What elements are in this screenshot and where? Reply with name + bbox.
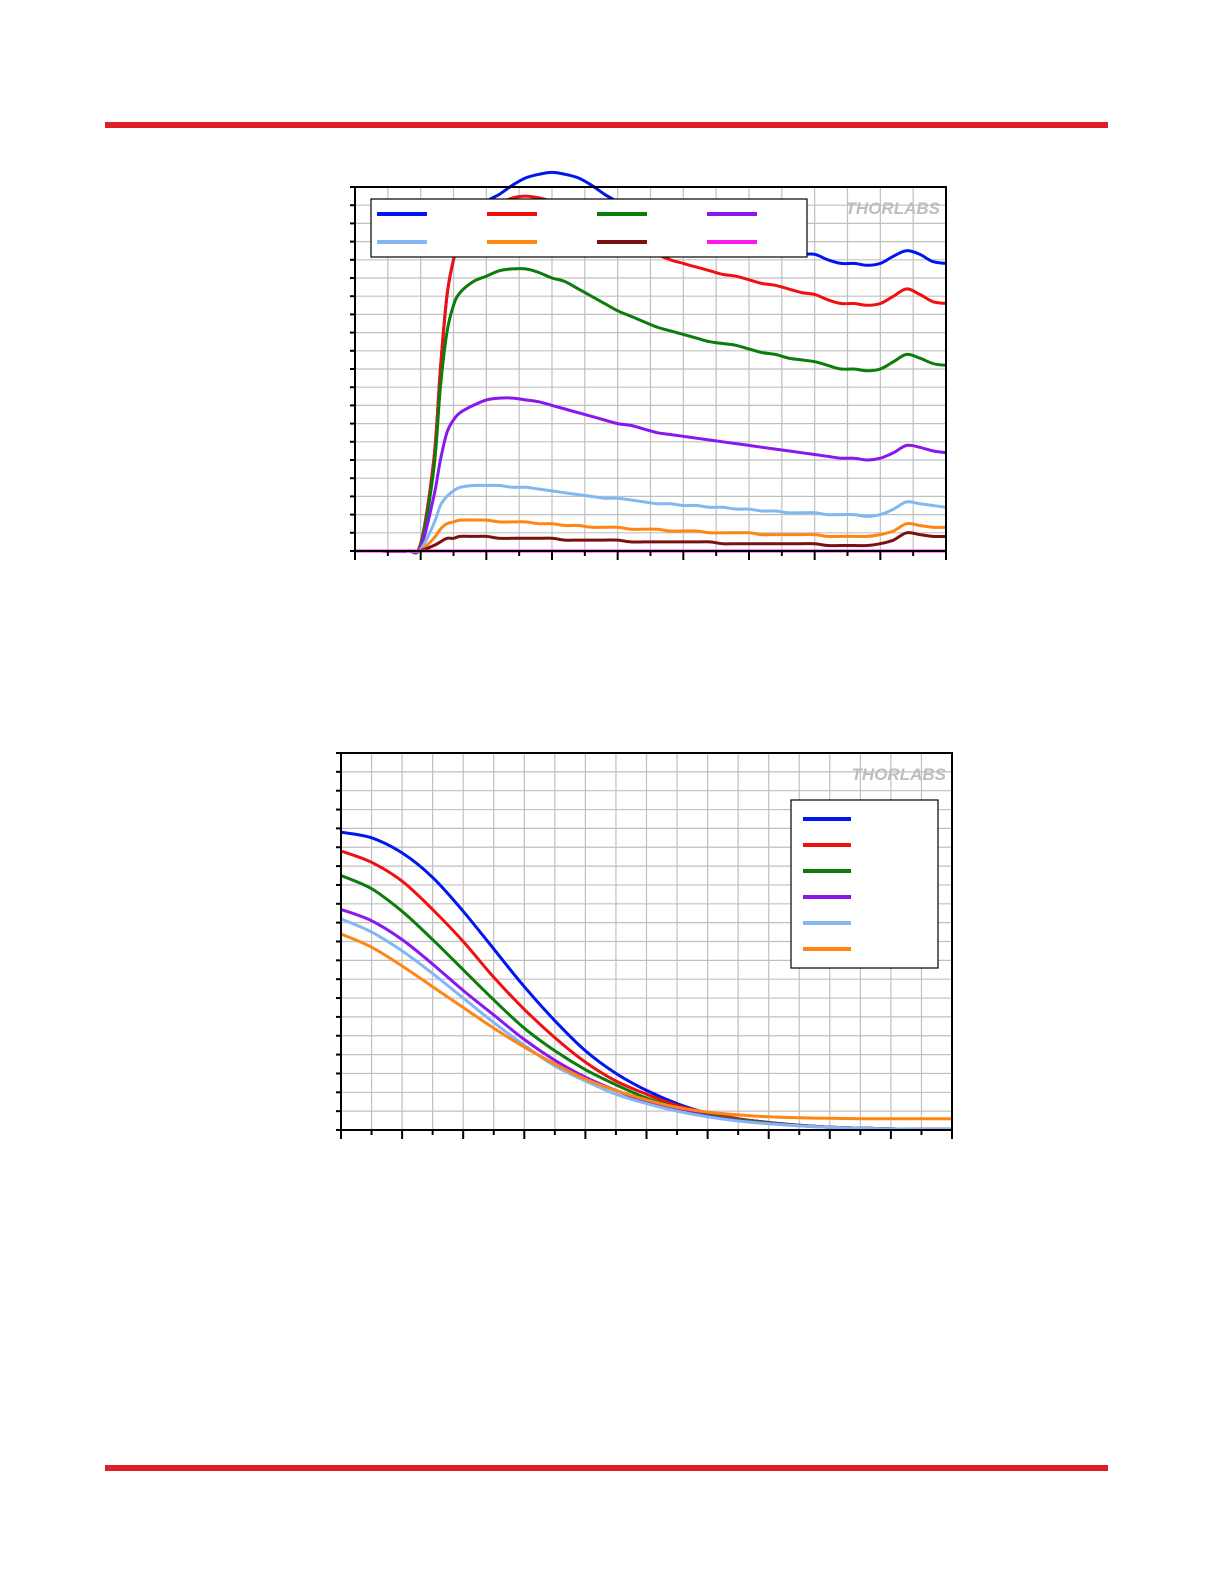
series-line-5 [355,483,947,554]
series-line-7 [355,531,947,553]
series-line-3 [355,267,947,555]
chart-attenuation: THORLABS [336,752,953,1139]
thorlabs-logo: THORLABS [846,199,941,218]
legend-box [370,198,808,258]
legend-box [790,799,939,969]
series-line-4 [355,396,947,554]
chart-transmission: THORLABS [350,170,947,560]
plot-frame [354,186,947,552]
footer-rule [105,1465,1108,1471]
legend [370,198,808,258]
header-rule [105,122,1108,128]
plot-frame [340,752,953,1131]
legend [790,799,939,969]
series-line-6 [355,518,947,553]
thorlabs-logo: THORLABS [852,765,947,784]
series-line-5 [340,917,953,1131]
series-line-6 [340,932,952,1121]
series-lines [340,830,953,1131]
